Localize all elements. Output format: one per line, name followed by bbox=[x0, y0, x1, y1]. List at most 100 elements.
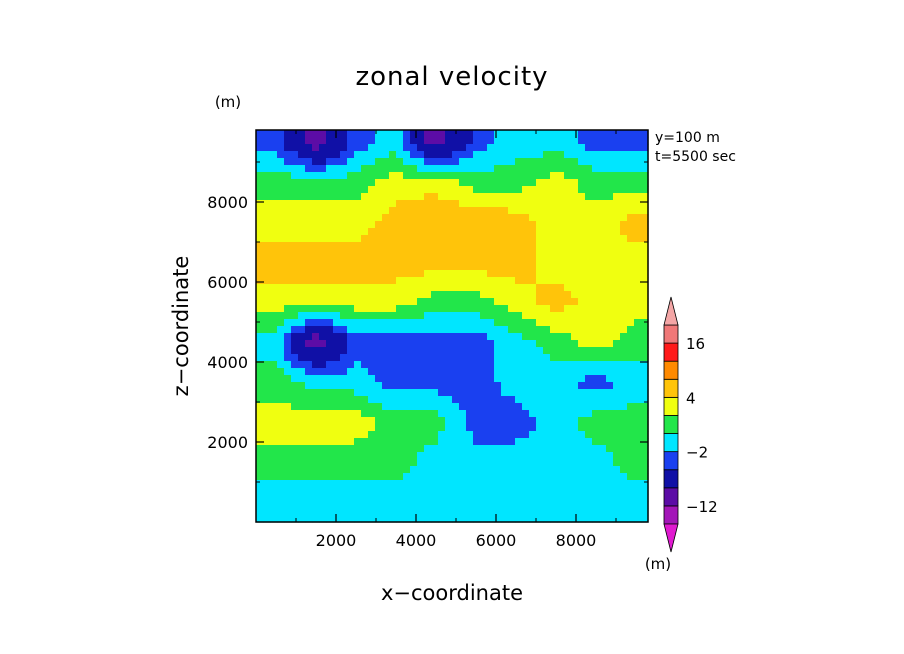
contour-cell bbox=[529, 242, 537, 250]
contour-cell bbox=[606, 305, 614, 313]
contour-cell bbox=[347, 410, 355, 418]
contour-cell bbox=[445, 193, 453, 201]
contour-cell bbox=[522, 354, 530, 362]
contour-cell bbox=[410, 221, 418, 229]
contour-cell bbox=[361, 396, 369, 404]
contour-cell bbox=[326, 375, 334, 383]
contour-cell bbox=[256, 284, 264, 292]
contour-cell bbox=[403, 368, 411, 376]
contour-cell bbox=[522, 333, 530, 341]
contour-cell bbox=[410, 452, 418, 460]
contour-cell bbox=[270, 389, 278, 397]
contour-cell bbox=[627, 508, 635, 516]
contour-cell bbox=[634, 347, 642, 355]
contour-cell bbox=[396, 340, 404, 348]
contour-cell bbox=[298, 221, 306, 229]
contour-cell bbox=[438, 207, 446, 215]
contour-cell bbox=[347, 354, 355, 362]
contour-cell bbox=[312, 480, 320, 488]
contour-cell bbox=[284, 368, 292, 376]
contour-cell bbox=[641, 319, 649, 327]
contour-cell bbox=[375, 312, 383, 320]
contour-cell bbox=[613, 130, 621, 138]
contour-cell bbox=[550, 452, 558, 460]
contour-cell bbox=[473, 403, 481, 411]
contour-cell bbox=[319, 165, 327, 173]
contour-cell bbox=[368, 487, 376, 495]
contour-cell bbox=[270, 452, 278, 460]
contour-cell bbox=[347, 137, 355, 145]
contour-cell bbox=[424, 256, 432, 264]
contour-cell bbox=[319, 298, 327, 306]
contour-cell bbox=[585, 375, 593, 383]
contour-cell bbox=[424, 193, 432, 201]
contour-cell bbox=[347, 438, 355, 446]
contour-cell bbox=[277, 361, 285, 369]
contour-cell bbox=[536, 221, 544, 229]
contour-cell bbox=[340, 389, 348, 397]
contour-cell bbox=[578, 165, 586, 173]
contour-cell bbox=[599, 375, 607, 383]
contour-cell bbox=[501, 270, 509, 278]
contour-cell bbox=[389, 354, 397, 362]
contour-cell bbox=[284, 298, 292, 306]
contour-cell bbox=[417, 424, 425, 432]
contour-cell bbox=[340, 277, 348, 285]
contour-cell bbox=[333, 501, 341, 509]
contour-cell bbox=[557, 186, 565, 194]
contour-cell bbox=[480, 165, 488, 173]
contour-cell bbox=[312, 424, 320, 432]
contour-cell bbox=[480, 193, 488, 201]
contour-cell bbox=[564, 403, 572, 411]
contour-cell bbox=[270, 347, 278, 355]
contour-cell bbox=[424, 144, 432, 152]
contour-cell bbox=[445, 312, 453, 320]
contour-cell bbox=[620, 214, 628, 222]
contour-cell bbox=[571, 354, 579, 362]
contour-cell bbox=[515, 144, 523, 152]
contour-cell bbox=[319, 207, 327, 215]
contour-cell bbox=[543, 179, 551, 187]
contour-cell bbox=[270, 249, 278, 257]
contour-cell bbox=[508, 207, 516, 215]
contour-cell bbox=[606, 361, 614, 369]
contour-cell bbox=[557, 466, 565, 474]
contour-cell bbox=[438, 438, 446, 446]
contour-cell bbox=[368, 403, 376, 411]
contour-cell bbox=[256, 459, 264, 467]
contour-cell bbox=[501, 480, 509, 488]
contour-cell bbox=[298, 270, 306, 278]
contour-cell bbox=[417, 277, 425, 285]
contour-cell bbox=[634, 200, 642, 208]
contour-cell bbox=[473, 298, 481, 306]
contour-cell bbox=[347, 214, 355, 222]
contour-cell bbox=[410, 410, 418, 418]
contour-cell bbox=[571, 228, 579, 236]
contour-cell bbox=[557, 144, 565, 152]
colorbar-segment bbox=[663, 415, 679, 434]
contour-cell bbox=[473, 459, 481, 467]
contour-cell bbox=[494, 445, 502, 453]
contour-cell bbox=[599, 137, 607, 145]
contour-cell bbox=[606, 501, 614, 509]
contour-cell bbox=[480, 431, 488, 439]
contour-cell bbox=[529, 312, 537, 320]
contour-cell bbox=[515, 130, 523, 138]
contour-cell bbox=[452, 284, 460, 292]
contour-cell bbox=[277, 179, 285, 187]
contour-cell bbox=[375, 375, 383, 383]
contour-cell bbox=[599, 172, 607, 180]
contour-cell bbox=[641, 487, 649, 495]
contour-cell bbox=[473, 326, 481, 334]
contour-cell bbox=[438, 214, 446, 222]
contour-cell bbox=[403, 396, 411, 404]
contour-cell bbox=[438, 193, 446, 201]
contour-cell bbox=[263, 403, 271, 411]
contour-cell bbox=[487, 130, 495, 138]
contour-cell bbox=[536, 200, 544, 208]
contour-cell bbox=[312, 228, 320, 236]
contour-cell bbox=[550, 186, 558, 194]
contour-cell bbox=[347, 340, 355, 348]
contour-cell bbox=[417, 438, 425, 446]
contour-cell bbox=[536, 368, 544, 376]
